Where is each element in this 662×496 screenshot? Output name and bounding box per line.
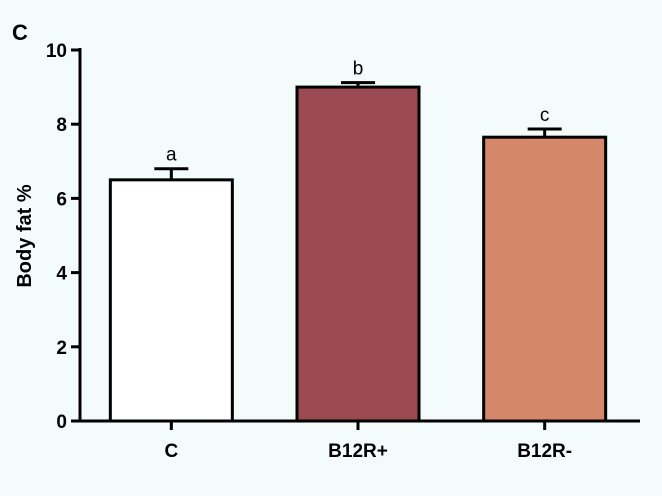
y-tick-label: 8 <box>56 115 67 136</box>
significance-label: b <box>353 59 364 80</box>
bar <box>295 85 421 423</box>
y-tick-label: 10 <box>46 41 67 62</box>
y-tick-label: 4 <box>56 264 67 285</box>
x-tick-label: B12R- <box>517 441 572 462</box>
y-tick-label: 2 <box>56 338 67 359</box>
significance-label: a <box>166 145 177 166</box>
y-axis-title: Body fat % <box>14 184 36 288</box>
y-tick-label: 0 <box>56 412 67 433</box>
panel-label: C <box>12 20 28 45</box>
bar <box>108 178 234 423</box>
bar <box>482 135 608 423</box>
x-tick-label: C <box>164 441 178 462</box>
significance-label: c <box>540 105 550 126</box>
x-tick-label: B12R+ <box>328 441 388 462</box>
y-tick-label: 6 <box>56 189 67 210</box>
plot-area: 0 2 4 6 8 10 a Cb B12R+ c B12R- <box>46 41 640 462</box>
